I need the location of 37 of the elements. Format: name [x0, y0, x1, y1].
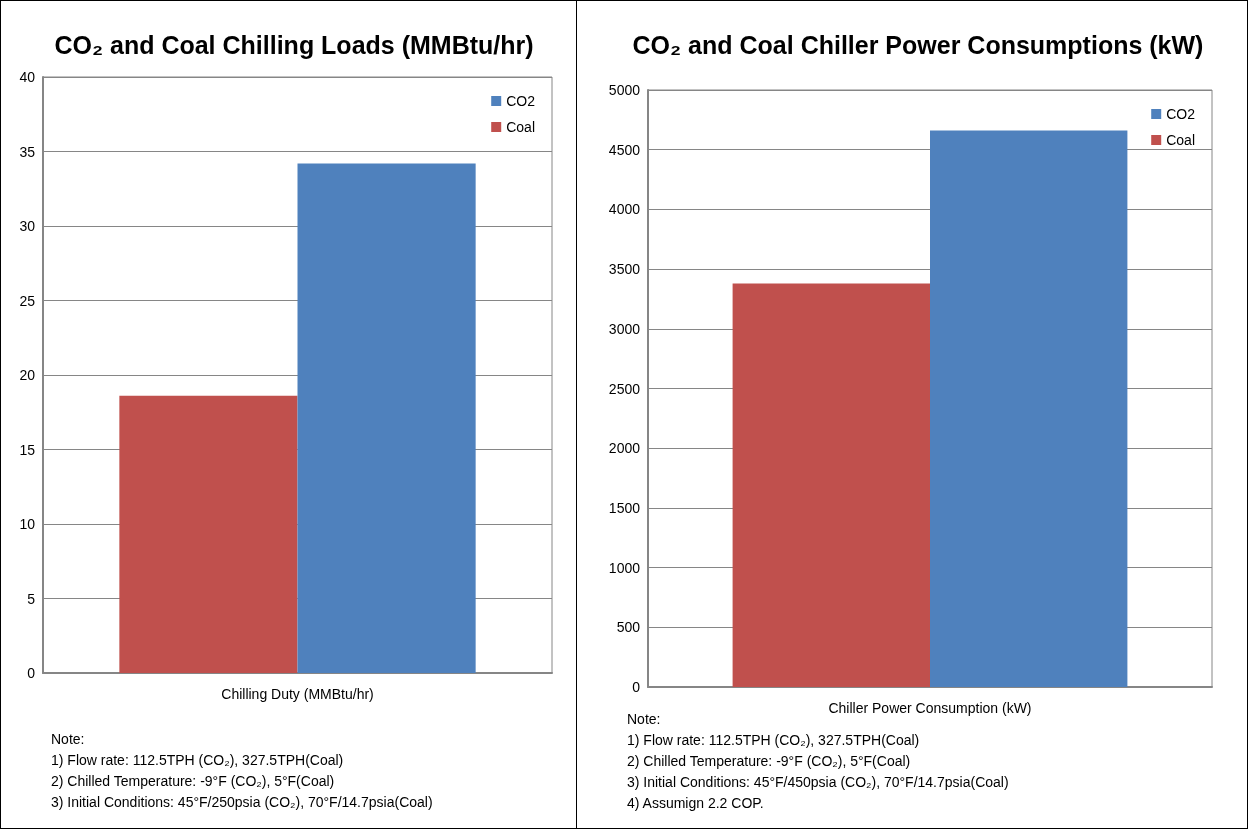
text: 1) Flow rate: 112.5TPH (CO₂), 327.5TPH(Coal) [51, 751, 345, 770]
text: 2) Chilled Temperature: -9°F (CO₂), 5°F(Coal) [627, 752, 912, 771]
text: Note: [627, 711, 661, 727]
text: 3) Initial Conditions: 45°F/250psia (CO₂), 70°F/14.7psia(Coal) [51, 793, 433, 812]
x-tick-label: Chiller Power Consumption (kW) [828, 700, 1032, 716]
y-tick-label: 3500 [608, 261, 641, 278]
chart-title: CO₂ and Coal Chilling Loads (MMBtu/hr) [54, 30, 534, 59]
text: 1) Flow rate: 112.5TPH (CO₂), 327.5TPH(Coal) [627, 731, 921, 750]
y-tick-label: 4000 [608, 201, 641, 218]
y-tick-label: 5 [27, 590, 36, 607]
text: 4) Assumign 2.2 COP. [627, 794, 765, 813]
y-tick-label: 30 [19, 218, 36, 234]
y-tick-label: 5000 [608, 82, 641, 98]
y-tick-label: 4500 [608, 141, 641, 158]
y-tick-label: 2500 [608, 380, 641, 397]
legend-label: Coal [1166, 132, 1195, 148]
text: Note: [51, 730, 86, 749]
text: 2) Chilled Temperature: -9°F (CO₂), 5°F(Coal) [51, 772, 336, 791]
y-tick-label: 3000 [608, 320, 641, 337]
y-tick-label: 1500 [608, 499, 641, 516]
x-tick-label: Chilling Duty (MMBtu/hr) [221, 686, 374, 702]
legend-label: CO2 [506, 93, 536, 109]
text: 3) Initial Conditions: 45°F/450psia (CO₂), 70°F/14.7psia(Coal) [627, 773, 1009, 792]
y-tick-label: 10 [19, 516, 36, 532]
y-tick-label: 1000 [608, 559, 641, 576]
legend-label: Coal [506, 119, 535, 135]
y-tick-label: 40 [19, 69, 36, 85]
y-tick-label: 15 [19, 441, 36, 458]
legend-label: CO2 [1166, 106, 1196, 122]
chart-title: CO₂ and Coal Chiller Power Consumptions (kW) [632, 30, 1204, 59]
y-tick-label: 0 [632, 679, 641, 695]
y-tick-label: 35 [19, 143, 36, 160]
y-tick-label: 2000 [608, 440, 641, 457]
y-tick-label: 25 [19, 292, 36, 309]
y-tick-label: 500 [616, 619, 641, 636]
y-tick-label: 0 [27, 665, 36, 681]
y-tick-label: 20 [19, 367, 36, 383]
